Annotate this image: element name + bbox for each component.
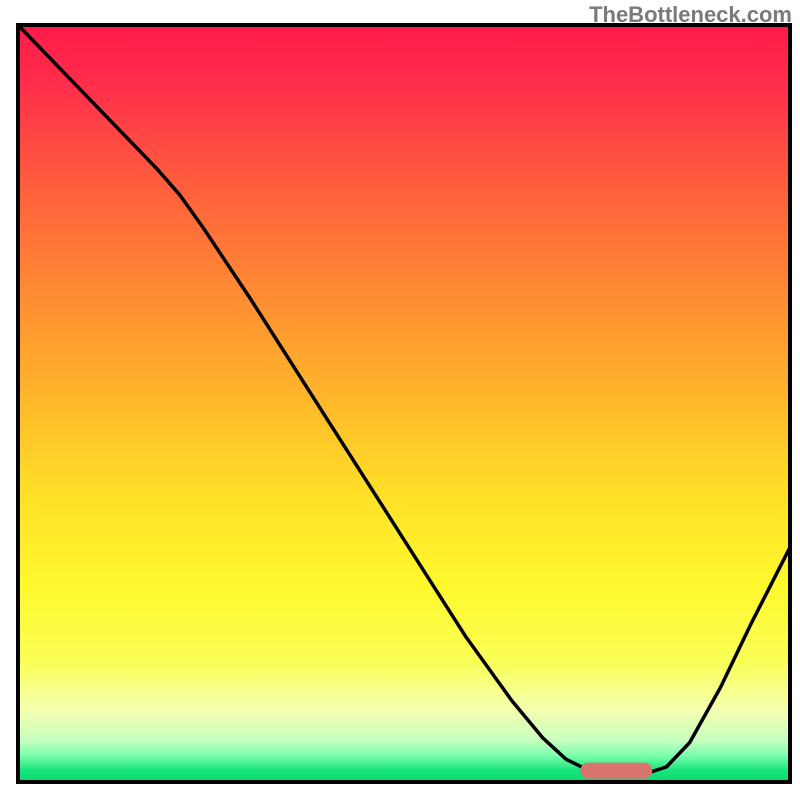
chart-container: { "watermark": { "text": "TheBottleneck.… (0, 0, 800, 800)
gradient-background (18, 25, 790, 782)
optimal-marker (580, 763, 652, 779)
bottleneck-chart (0, 0, 800, 800)
watermark-text: TheBottleneck.com (589, 2, 792, 28)
